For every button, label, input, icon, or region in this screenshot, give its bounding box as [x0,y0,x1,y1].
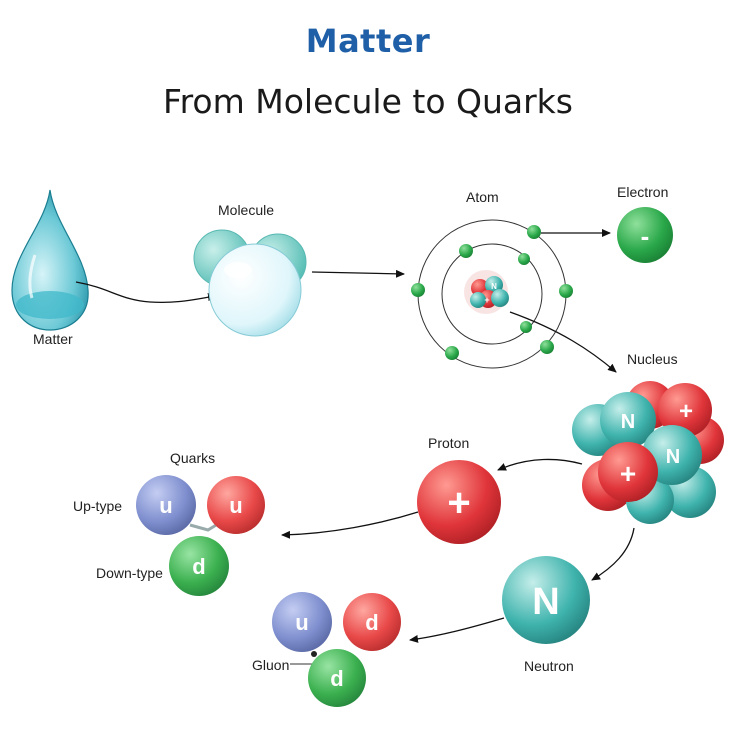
quark-d-glyph-3: d [330,666,343,691]
quark-d-glyph-1: d [192,554,205,579]
electron-icon: - [617,207,673,263]
nucleus-icon: N + N + [572,381,724,524]
nucleus-plus-glyph-1: + [679,398,693,425]
nucleus-n-glyph-1: N [621,411,635,433]
quark-u-glyph-2: u [229,493,242,518]
label-proton: Proton [428,435,469,451]
arrow-molecule-to-atom [311,269,405,278]
label-gluon: Gluon [252,657,289,673]
molecule-icon [193,229,307,337]
nucleus-n-glyph-2: N [666,446,680,468]
label-molecule: Molecule [218,202,274,218]
nucleus-plus-glyph-2: + [620,458,636,489]
page-subtitle: From Molecule to Quarks [162,82,573,121]
arrow-nucleus-to-neutron [591,527,635,581]
quark-u-glyph-3: u [295,610,308,635]
arrow-matter-to-molecule [75,281,217,304]
arrow-neutron-to-quarks [409,617,505,643]
arrow-atom-to-nucleus [509,311,617,373]
neutron-n-glyph: N [532,581,559,623]
electron-dots [411,225,573,360]
arrow-proton-to-quarks [281,511,419,539]
quark-d-glyph-2: d [365,610,378,635]
label-down-type: Down-type [96,565,163,581]
label-up-type: Up-type [73,498,122,514]
label-nucleus: Nucleus [627,351,678,367]
label-neutron: Neutron [524,658,574,674]
arrow-nucleus-to-proton [497,458,583,471]
electron-minus-glyph: - [641,221,650,251]
neutron-icon: N [502,556,590,644]
label-atom: Atom [466,189,499,205]
neutron-quarks-icon: u d d [272,592,401,707]
proton-quarks-icon: u u d [136,475,265,596]
proton-plus-glyph: + [447,481,470,525]
atom-icon: + N [411,219,573,369]
water-drop-icon [11,189,89,331]
label-electron: Electron [617,184,668,200]
nucleus-n-glyph: N [491,282,497,291]
quark-u-glyph-1: u [159,493,172,518]
label-quarks: Quarks [170,450,215,466]
page-title: Matter [305,22,431,60]
nucleus-plus-glyph: + [484,295,489,305]
proton-icon: + [417,460,501,544]
label-matter: Matter [33,331,73,347]
